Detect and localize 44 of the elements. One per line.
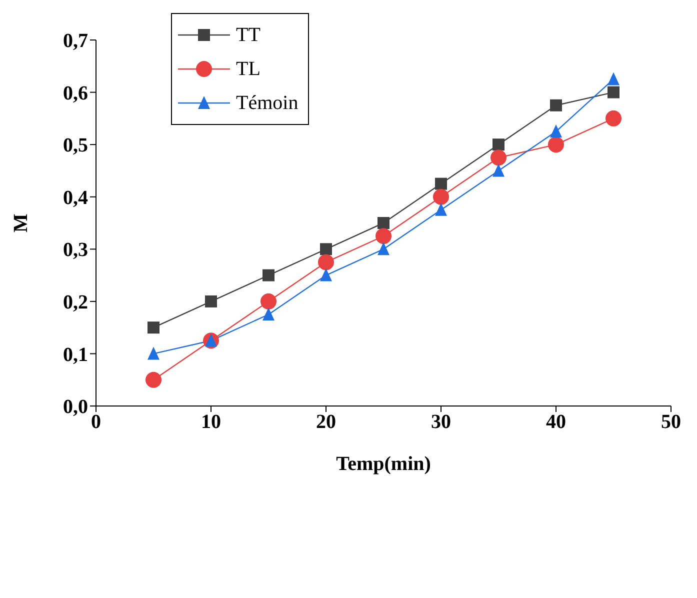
y-tick-label: 0,4 bbox=[63, 186, 88, 209]
x-axis-title: Temp(min) bbox=[336, 453, 431, 475]
point bbox=[378, 242, 390, 256]
x-tick-label: 10 bbox=[201, 411, 221, 434]
point bbox=[490, 150, 506, 166]
point bbox=[433, 188, 449, 205]
y-tick-label: 0,1 bbox=[63, 344, 88, 366]
point bbox=[376, 228, 392, 244]
point bbox=[608, 86, 620, 98]
x-tick-label: 20 bbox=[316, 411, 336, 434]
point bbox=[320, 243, 332, 256]
legend-label: TL bbox=[236, 58, 260, 80]
point bbox=[205, 295, 217, 308]
y-tick-label: 0,5 bbox=[63, 134, 88, 157]
point bbox=[435, 202, 447, 216]
x-tick-label: 50 bbox=[661, 411, 681, 434]
point bbox=[550, 124, 562, 138]
point bbox=[318, 254, 334, 270]
point bbox=[435, 178, 447, 190]
y-tick-label: 0,3 bbox=[63, 239, 88, 262]
point bbox=[378, 217, 390, 229]
y-tick-label: 0,6 bbox=[63, 82, 88, 104]
point bbox=[146, 372, 162, 388]
point bbox=[262, 308, 274, 320]
point bbox=[148, 346, 160, 360]
point bbox=[550, 99, 562, 112]
legend-label: Témoin bbox=[236, 92, 298, 114]
point bbox=[606, 110, 622, 126]
y-tick-label: 0,2 bbox=[63, 292, 88, 314]
y-tick-label: 0,0 bbox=[63, 396, 88, 418]
point bbox=[260, 293, 276, 310]
point bbox=[548, 136, 564, 153]
x-tick-label: 30 bbox=[431, 411, 451, 434]
point bbox=[608, 72, 620, 86]
point bbox=[262, 269, 274, 282]
x-tick-label: 0 bbox=[91, 411, 101, 434]
x-tick-label: 40 bbox=[546, 411, 566, 434]
point bbox=[492, 138, 504, 151]
point bbox=[148, 322, 160, 334]
y-tick-label: 0,7 bbox=[63, 30, 88, 52]
legend-label: TT bbox=[236, 24, 260, 46]
point bbox=[320, 268, 332, 282]
point bbox=[492, 164, 504, 177]
y-axis-title: M bbox=[10, 213, 32, 232]
